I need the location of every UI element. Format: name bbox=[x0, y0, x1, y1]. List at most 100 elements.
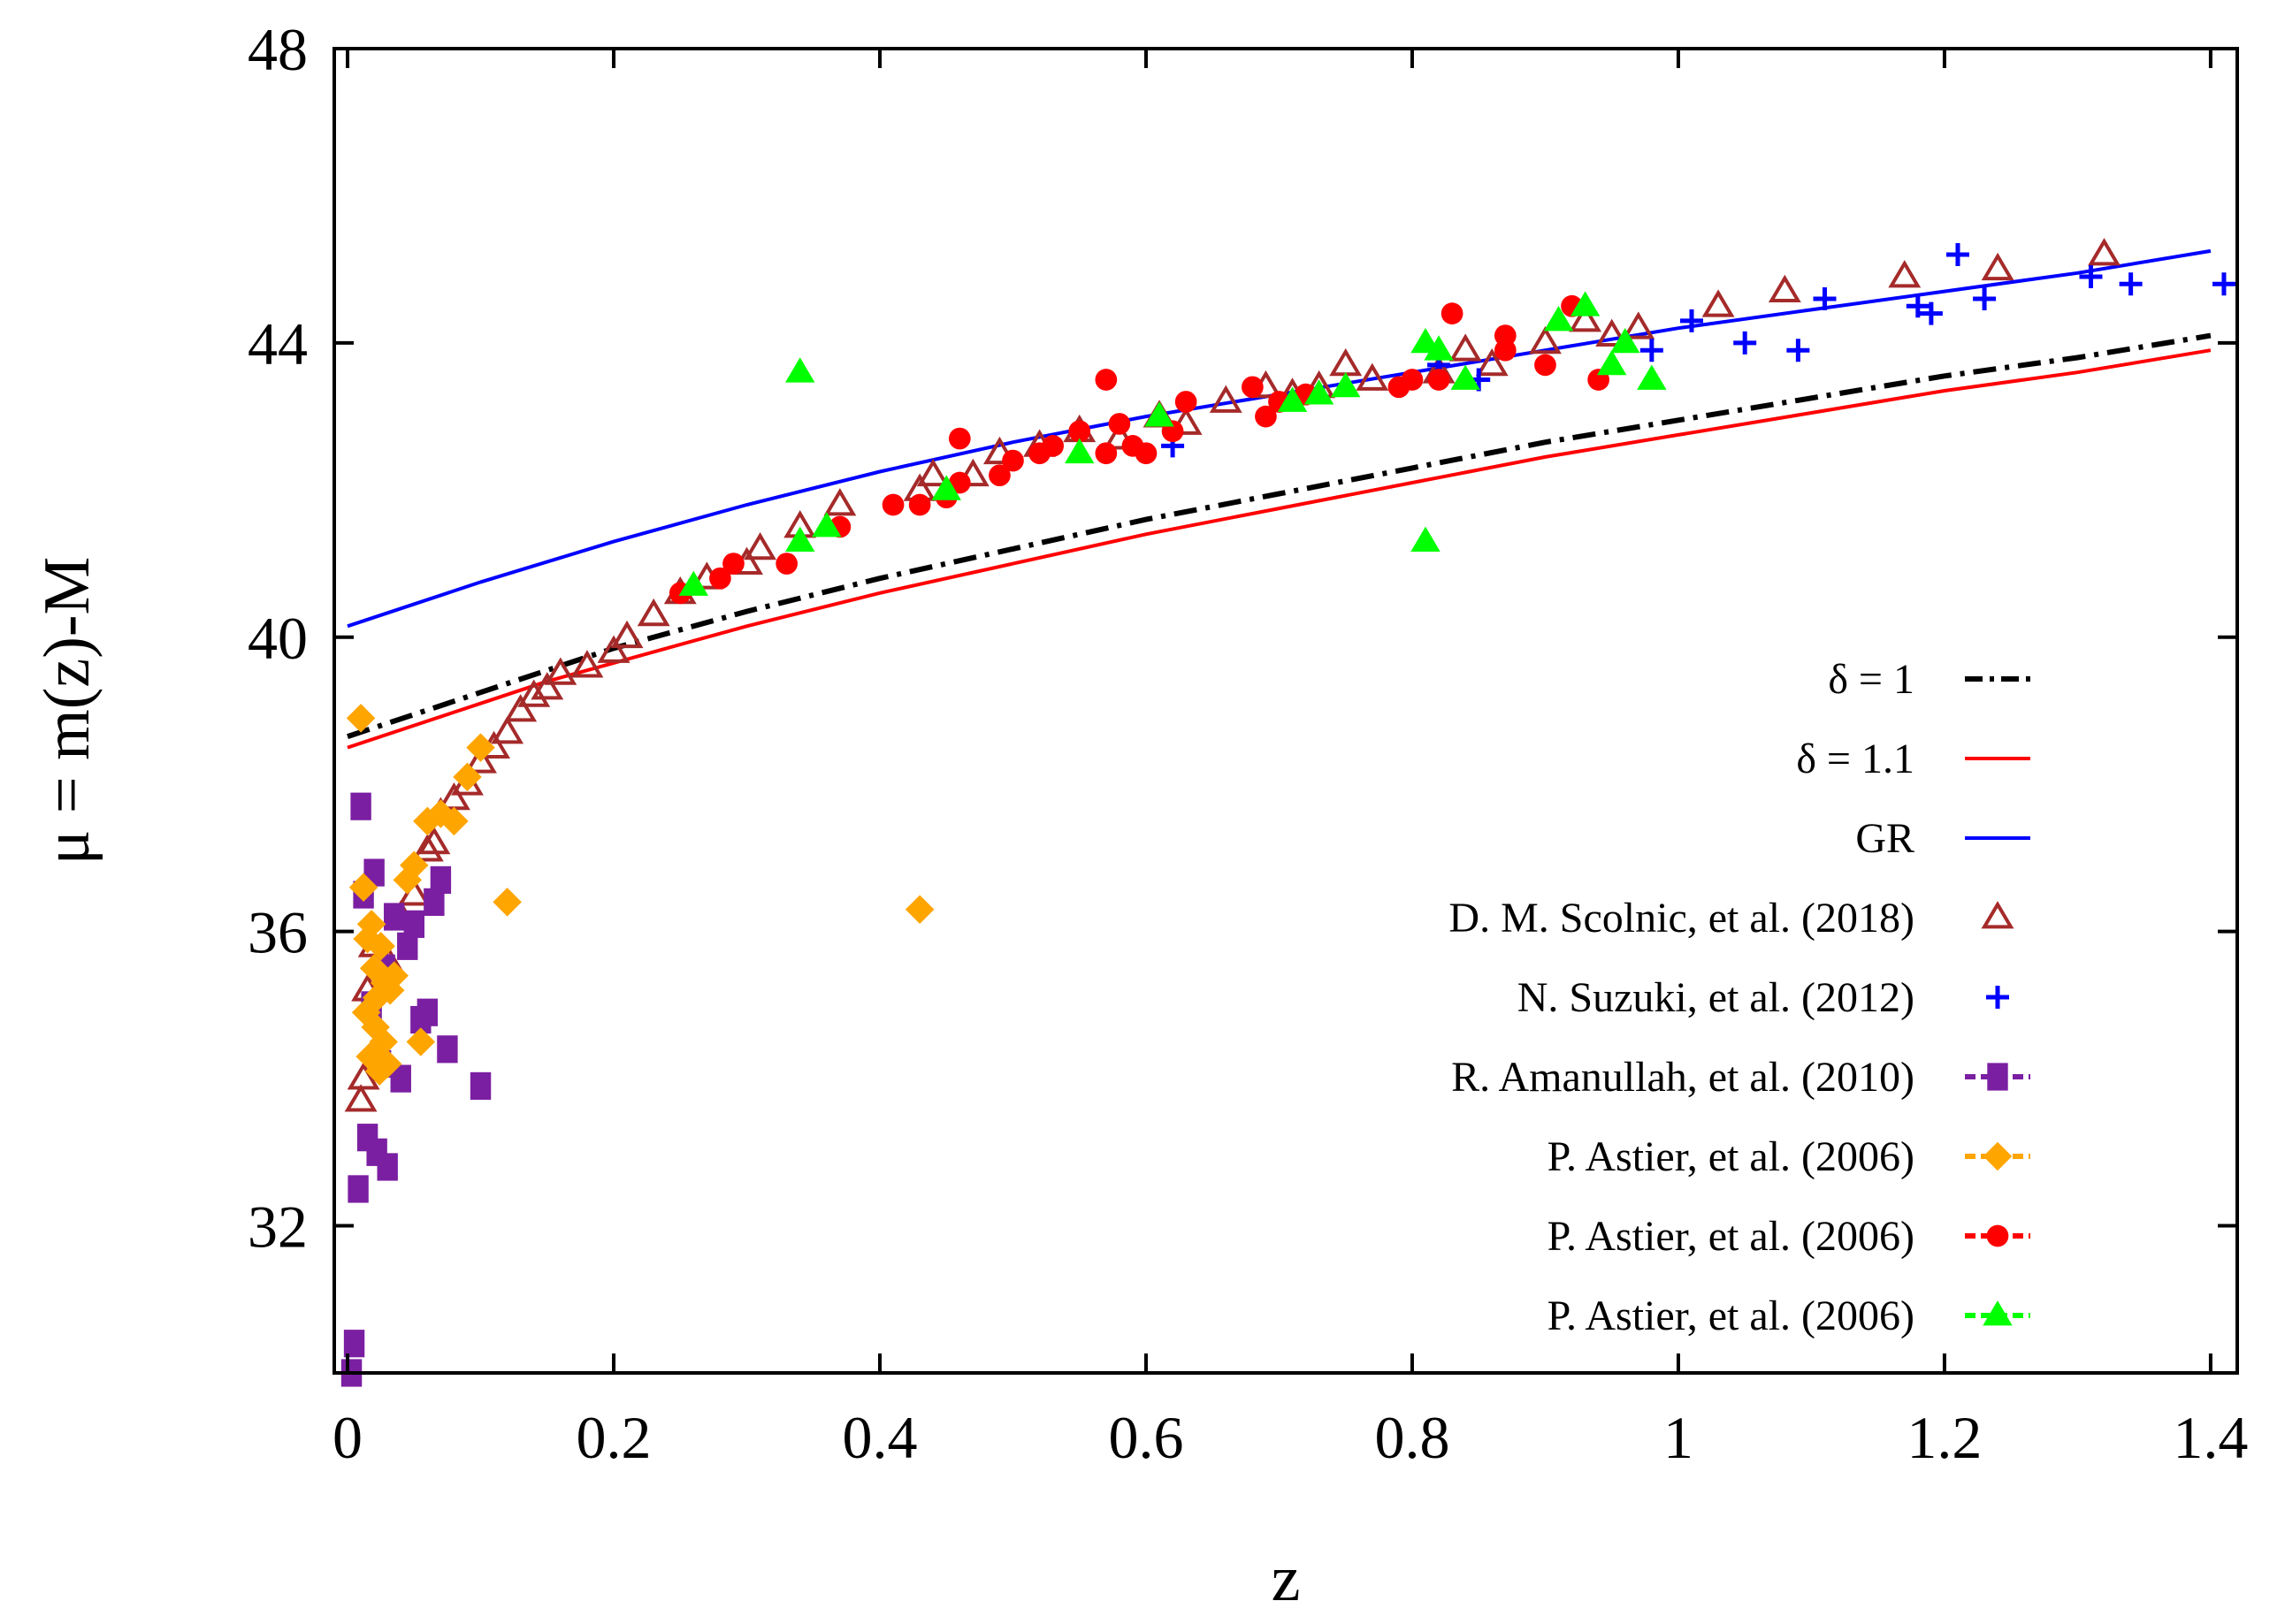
data-point-0-42 bbox=[1329, 347, 1363, 377]
data-point-0-17 bbox=[531, 672, 564, 700]
data-point-0-28 bbox=[823, 488, 857, 516]
data-point-5-11 bbox=[1410, 526, 1441, 552]
data-point-5-4 bbox=[931, 475, 961, 500]
plot-area bbox=[340, 238, 2235, 1387]
data-point-4-29 bbox=[1441, 302, 1463, 324]
curve-line-0 bbox=[347, 332, 2212, 739]
data-point-0-52 bbox=[1768, 274, 1801, 303]
data-point-0-38 bbox=[1209, 385, 1242, 413]
data-point-4-15 bbox=[1095, 442, 1118, 465]
y-tick-label: 40 bbox=[248, 605, 308, 672]
data-point-5-17 bbox=[1610, 327, 1640, 354]
y-axis: 32 36 40 44 48 bbox=[248, 16, 2237, 1261]
data-point-4-8 bbox=[948, 471, 971, 494]
data-point-5-1 bbox=[785, 357, 815, 383]
legend-marker bbox=[1986, 986, 2009, 1009]
data-point-4-27 bbox=[1401, 369, 1424, 391]
data-point-4-31 bbox=[1494, 324, 1517, 347]
data-point-3-24 bbox=[493, 888, 522, 917]
legend-label: P. Astier, et al. (2006) bbox=[1548, 1292, 1914, 1339]
data-point-0-35 bbox=[1103, 422, 1136, 450]
data-point-5-9 bbox=[1331, 371, 1361, 398]
x-tick-label: 1.2 bbox=[1907, 1404, 1982, 1471]
x-tick-label: 0.8 bbox=[1374, 1404, 1449, 1471]
data-point-0-55 bbox=[2088, 238, 2121, 266]
data-point-2-2 bbox=[348, 1175, 369, 1203]
data-point-0-7 bbox=[410, 834, 444, 862]
data-point-5-12 bbox=[1424, 335, 1454, 361]
data-point-0-51 bbox=[1701, 289, 1735, 317]
data-point-4-17 bbox=[1108, 413, 1131, 435]
data-point-0-22 bbox=[637, 598, 670, 627]
data-point-3-23 bbox=[466, 733, 495, 762]
data-point-0-31 bbox=[956, 458, 990, 487]
data-point-4-5 bbox=[882, 493, 905, 516]
data-point-4-19 bbox=[1135, 442, 1158, 465]
data-point-0-45 bbox=[1448, 333, 1482, 362]
data-point-5-18 bbox=[1637, 364, 1667, 390]
data-point-4-3 bbox=[776, 553, 799, 575]
series-5 bbox=[678, 291, 1667, 596]
data-point-3-18 bbox=[406, 1027, 436, 1056]
data-point-1-7 bbox=[1813, 286, 1837, 310]
data-point-0-54 bbox=[1981, 252, 2014, 281]
x-tick-label: 0.4 bbox=[843, 1404, 918, 1471]
x-tick-label: 1.4 bbox=[2173, 1404, 2248, 1471]
data-point-4-32 bbox=[1534, 354, 1556, 377]
data-point-3-11 bbox=[369, 1027, 398, 1056]
legend-marker bbox=[1981, 901, 2014, 929]
plot-frame bbox=[332, 47, 2239, 1375]
data-point-4-9 bbox=[948, 427, 971, 450]
data-point-2-21 bbox=[470, 1071, 492, 1101]
data-point-5-6 bbox=[1144, 401, 1174, 427]
data-point-0-50 bbox=[1622, 311, 1655, 339]
data-point-4-28 bbox=[1427, 369, 1450, 391]
curve-line-1 bbox=[347, 348, 2212, 750]
data-point-2-15 bbox=[403, 910, 424, 938]
data-point-0-18 bbox=[544, 657, 577, 685]
data-point-1-14 bbox=[2212, 272, 2235, 296]
data-point-0-12 bbox=[464, 745, 497, 774]
data-point-0-47 bbox=[1529, 326, 1562, 355]
data-point-4-13 bbox=[1042, 435, 1064, 457]
data-point-5-5 bbox=[1065, 438, 1095, 464]
data-point-4-10 bbox=[989, 464, 1011, 487]
data-point-1-3 bbox=[1639, 339, 1663, 362]
x-tick-label: 1 bbox=[1663, 1404, 1693, 1471]
legend-label: δ = 1.1 bbox=[1796, 736, 1914, 782]
data-point-5-16 bbox=[1596, 349, 1627, 376]
data-point-5-10 bbox=[1410, 327, 1441, 354]
data-point-0-32 bbox=[982, 436, 1016, 465]
data-point-4-11 bbox=[1002, 449, 1024, 472]
data-point-3-17 bbox=[400, 850, 429, 881]
data-point-0-26 bbox=[744, 532, 777, 560]
data-point-4-16 bbox=[1095, 369, 1118, 391]
data-point-1-9 bbox=[1919, 301, 1943, 325]
data-point-4-21 bbox=[1174, 391, 1197, 413]
series-1 bbox=[1161, 243, 2235, 458]
legend-marker bbox=[1983, 1141, 2013, 1171]
data-point-5-7 bbox=[1277, 386, 1308, 412]
data-point-2-17 bbox=[416, 998, 439, 1026]
legend: δ = 1 δ = 1.1 GR D. M. Scolnic, et al. (201… bbox=[1448, 656, 2030, 1339]
data-point-5-3 bbox=[812, 512, 842, 538]
data-point-3-25 bbox=[905, 895, 935, 924]
data-point-2-14 bbox=[397, 932, 418, 960]
data-point-3-21 bbox=[439, 806, 469, 836]
data-point-1-4 bbox=[1679, 309, 1703, 332]
data-point-3-22 bbox=[453, 762, 482, 792]
data-point-2-12 bbox=[384, 903, 405, 931]
data-point-2-11 bbox=[377, 1153, 398, 1181]
data-point-2-3 bbox=[350, 792, 371, 820]
data-point-3-10 bbox=[366, 932, 395, 961]
x-axis: 0 0.2 0.4 0.6 0.8 1 1.2 1.4 bbox=[332, 49, 2248, 1471]
legend-label: δ = 1 bbox=[1828, 656, 1914, 703]
data-point-4-22 bbox=[1242, 376, 1264, 399]
data-point-2-18 bbox=[424, 888, 445, 916]
data-point-4-1 bbox=[709, 567, 731, 590]
data-point-5-15 bbox=[1570, 291, 1601, 316]
legend-marker bbox=[1986, 1224, 2009, 1247]
x-tick-label: 0.6 bbox=[1108, 1404, 1183, 1471]
y-tick-label: 36 bbox=[248, 899, 308, 966]
